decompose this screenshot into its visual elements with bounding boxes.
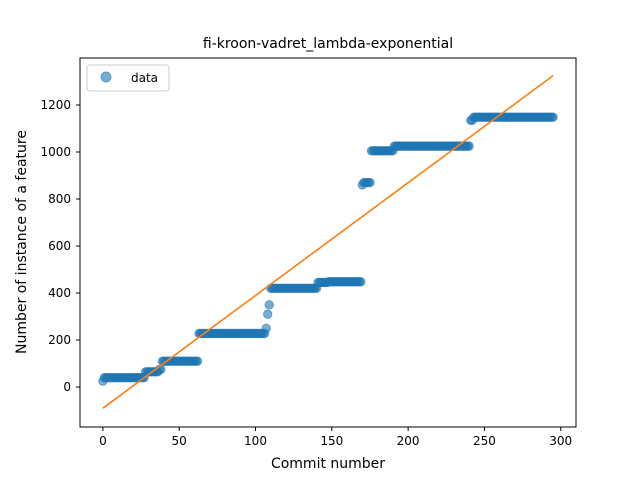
y-tick-label: 200	[48, 333, 71, 347]
plot-frame	[79, 57, 577, 428]
x-tick-label: 250	[473, 434, 496, 448]
y-tick-label: 1000	[40, 145, 71, 159]
y-tick-label: 0	[63, 380, 71, 394]
y-tick-label: 600	[48, 239, 71, 253]
data-point	[356, 277, 366, 287]
x-tick-label: 150	[320, 434, 343, 448]
fit-layer	[102, 74, 554, 409]
x-tick-label: 200	[397, 434, 420, 448]
data-point	[261, 323, 271, 333]
plot-area	[79, 57, 577, 428]
x-axis: 0 50 100 150 200 250 300	[99, 427, 572, 448]
y-axis-label: Number of instance of a feature	[14, 130, 30, 354]
data-point	[548, 112, 558, 122]
y-tick-label: 800	[48, 192, 71, 206]
legend-marker	[100, 71, 112, 83]
x-tick-label: 100	[244, 434, 267, 448]
data-point	[264, 300, 274, 310]
y-tick-label: 1200	[40, 98, 71, 112]
data-point	[464, 141, 474, 151]
x-axis-label: Commit number	[271, 456, 385, 472]
data-point	[156, 364, 166, 375]
y-axis: 0 200 400 600 800 1000 1200	[40, 98, 80, 394]
chart-title: fi-kroon-vadret_lambda-exponential	[203, 36, 453, 52]
legend-box	[86, 64, 170, 92]
legend-label: data	[131, 71, 158, 85]
legend: data	[86, 64, 170, 92]
y-tick-label: 400	[48, 286, 71, 300]
data-point	[365, 177, 375, 188]
fit-line	[102, 74, 554, 409]
data-point	[263, 309, 273, 319]
x-tick-label: 0	[99, 434, 107, 448]
data-point	[192, 356, 203, 366]
x-tick-label: 300	[549, 434, 572, 448]
x-tick-label: 50	[172, 434, 187, 448]
